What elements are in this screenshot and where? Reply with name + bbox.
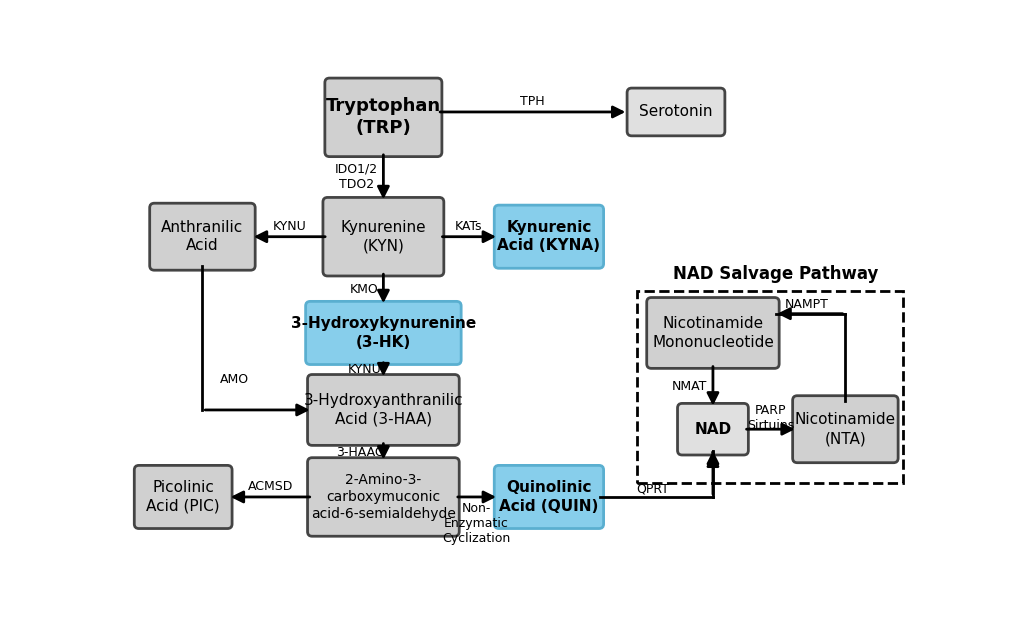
Text: Quinolinic
Acid (QUIN): Quinolinic Acid (QUIN) [499,480,598,514]
FancyBboxPatch shape [307,458,459,536]
Text: 2-Amino-3-
carboxymuconic
acid-6-semialdehyde: 2-Amino-3- carboxymuconic acid-6-semiald… [311,472,456,521]
Text: 3-HAAO: 3-HAAO [336,446,384,459]
Text: NMAT: NMAT [672,381,708,393]
Text: KYNU: KYNU [347,363,381,376]
FancyBboxPatch shape [647,298,779,368]
Text: Picolinic
Acid (PIC): Picolinic Acid (PIC) [146,480,220,514]
Text: NAD Salvage Pathway: NAD Salvage Pathway [673,264,879,282]
Text: Anthranilic
Acid: Anthranilic Acid [161,220,243,254]
Text: NAMPT: NAMPT [785,298,828,311]
Text: 3-Hydroxykynurenine
(3-HK): 3-Hydroxykynurenine (3-HK) [291,316,476,350]
Text: 3-Hydroxyanthranilic
Acid (3-HAA): 3-Hydroxyanthranilic Acid (3-HAA) [303,393,463,427]
Text: KATs: KATs [455,220,483,233]
Text: AMO: AMO [220,372,249,386]
Text: ACMSD: ACMSD [247,481,293,494]
FancyBboxPatch shape [494,205,603,268]
FancyBboxPatch shape [627,88,725,136]
FancyBboxPatch shape [324,78,442,157]
Text: Tryptophan
(TRP): Tryptophan (TRP) [325,98,441,138]
Bar [638,291,903,483]
FancyBboxPatch shape [150,203,256,270]
Text: Serotonin: Serotonin [639,104,713,119]
FancyBboxPatch shape [134,466,232,529]
Text: PARP
Sirtuins: PARP Sirtuins [747,404,794,432]
Text: Kynurenine
(KYN): Kynurenine (KYN) [341,220,426,254]
FancyBboxPatch shape [494,466,603,529]
Text: TPH: TPH [520,96,546,109]
FancyBboxPatch shape [677,403,748,455]
Text: Kynurenic
Acid (KYNA): Kynurenic Acid (KYNA) [498,220,600,254]
Text: Nicotinamide
Mononucleotide: Nicotinamide Mononucleotide [652,316,774,350]
Text: Nicotinamide
(NTA): Nicotinamide (NTA) [795,412,896,446]
FancyBboxPatch shape [305,301,461,364]
Text: NAD: NAD [695,422,731,437]
Text: Non-
Enzymatic
Cyclization: Non- Enzymatic Cyclization [442,502,511,544]
FancyBboxPatch shape [307,374,459,446]
Text: KYNU: KYNU [273,220,306,233]
Text: IDO1/2
TDO2: IDO1/2 TDO2 [335,162,378,191]
FancyBboxPatch shape [322,198,444,276]
FancyBboxPatch shape [793,396,898,462]
Text: KMO: KMO [350,282,378,296]
Text: QPRT: QPRT [637,482,669,496]
